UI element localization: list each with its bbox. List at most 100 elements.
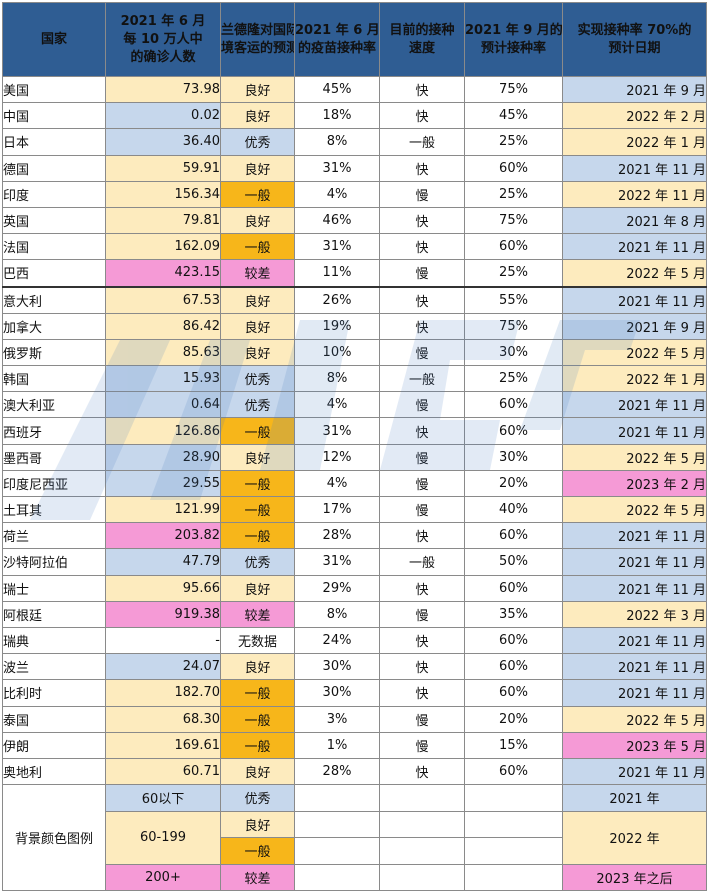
speed-cell: 快 (379, 417, 465, 445)
forecast-cell: 较差 (220, 259, 295, 287)
forecast-cell: 一般 (220, 522, 295, 550)
cases-cell: 73.98 (105, 75, 221, 104)
rate-jun-cell: 45% (294, 75, 380, 104)
speed-cell: 快 (379, 233, 465, 261)
rate-sep-cell: 60% (464, 757, 563, 786)
country-cell: 美国 (2, 75, 106, 104)
date70-cell: 2022 年 1 月 (562, 128, 707, 156)
country-cell: 伊朗 (2, 731, 106, 759)
header-country: 国家 (2, 2, 106, 77)
rate-sep-cell: 60% (464, 154, 563, 182)
cases-cell: 60.71 (105, 757, 221, 786)
cases-cell: 0.64 (105, 391, 221, 419)
rate-jun-cell: 3% (294, 705, 380, 733)
country-cell: 加拿大 (2, 312, 106, 340)
speed-cell: 一般 (379, 548, 465, 576)
rate-jun-cell: 46% (294, 206, 380, 235)
table-row: 印度 156.34 一般 4% 慢 25% 2022 年 11 月 (2, 180, 707, 208)
rate-jun-cell: 4% (294, 391, 380, 419)
table-row: 比利时 182.70 一般 30% 快 60% 2021 年 11 月 (2, 679, 707, 707)
legend-blank (294, 837, 380, 865)
speed-cell: 快 (379, 102, 465, 130)
country-cell: 土耳其 (2, 495, 106, 524)
cases-cell: 15.93 (105, 365, 221, 393)
rate-jun-cell: 4% (294, 180, 380, 208)
date70-cell: 2021 年 11 月 (562, 574, 707, 602)
country-cell: 英国 (2, 206, 106, 235)
table-row: 土耳其 121.99 一般 17% 慢 40% 2022 年 5 月 (2, 495, 707, 524)
cases-cell: 47.79 (105, 548, 221, 576)
table-row: 瑞士 95.66 良好 29% 快 60% 2021 年 11 月 (2, 574, 707, 602)
legend-blank (464, 863, 563, 891)
header-date70: 实现接种率 70%的 预计日期 (562, 2, 707, 77)
rate-jun-cell: 4% (294, 469, 380, 498)
rate-sep-cell: 60% (464, 574, 563, 602)
header-forecast: 兰德隆对国际出境客运的预测 (220, 2, 295, 77)
forecast-cell: 较差 (220, 600, 295, 628)
legend-blank (379, 837, 465, 865)
forecast-cell: 一般 (220, 705, 295, 733)
speed-cell: 一般 (379, 128, 465, 156)
forecast-cell: 优秀 (220, 548, 295, 576)
forecast-cell: 一般 (220, 679, 295, 707)
legend-blank (294, 784, 380, 812)
country-cell: 日本 (2, 128, 106, 156)
table-row: 伊朗 169.61 一般 1% 慢 15% 2023 年 5 月 (2, 731, 707, 759)
rate-jun-cell: 12% (294, 443, 380, 471)
rate-jun-cell: 31% (294, 417, 380, 445)
cases-cell: 169.61 (105, 731, 221, 759)
rate-sep-cell: 45% (464, 102, 563, 130)
date70-cell: 2023 年 5 月 (562, 731, 707, 759)
rate-sep-cell: 25% (464, 128, 563, 156)
rate-jun-cell: 30% (294, 653, 380, 681)
forecast-cell: 一般 (220, 495, 295, 524)
legend-forecast-poor: 较差 (220, 863, 295, 891)
legend-blank (379, 784, 465, 812)
rate-sep-cell: 60% (464, 522, 563, 550)
rate-sep-cell: 30% (464, 443, 563, 471)
date70-cell: 2021 年 11 月 (562, 391, 707, 419)
table-row: 波兰 24.07 良好 30% 快 60% 2021 年 11 月 (2, 653, 707, 681)
cases-cell: 126.86 (105, 417, 221, 445)
country-cell: 中国 (2, 102, 106, 130)
rate-jun-cell: 8% (294, 128, 380, 156)
rate-sep-cell: 25% (464, 365, 563, 393)
legend-row-1: 背景颜色图例 60以下 优秀 2021 年 (2, 784, 707, 891)
table-row: 印度尼西亚 29.55 一般 4% 慢 20% 2023 年 2 月 (2, 469, 707, 498)
header-rate-jun: 2021 年 6 月的疫苗接种率 (294, 2, 380, 77)
speed-cell: 快 (379, 154, 465, 182)
rate-sep-cell: 25% (464, 180, 563, 208)
rate-sep-cell: 30% (464, 338, 563, 367)
speed-cell: 慢 (379, 705, 465, 733)
legend-title: 背景颜色图例 (2, 784, 106, 891)
rate-sep-cell: 75% (464, 312, 563, 340)
forecast-cell: 良好 (220, 75, 295, 104)
date70-cell: 2023 年 2 月 (562, 469, 707, 498)
speed-cell: 慢 (379, 338, 465, 367)
table-row: 俄罗斯 85.63 良好 10% 慢 30% 2022 年 5 月 (2, 338, 707, 367)
forecast-cell: 优秀 (220, 391, 295, 419)
header-rate-sep: 2021 年 9 月的 预计接种率 (464, 2, 563, 77)
date70-cell: 2022 年 5 月 (562, 705, 707, 733)
date70-cell: 2021 年 8 月 (562, 206, 707, 235)
header-cases: 2021 年 6 月每 10 万人中 的确诊人数 (105, 2, 221, 77)
date70-cell: 2021 年 11 月 (562, 285, 707, 314)
speed-cell: 慢 (379, 731, 465, 759)
rate-sep-cell: 75% (464, 206, 563, 235)
speed-cell: 一般 (379, 365, 465, 393)
table-row: 阿根廷 919.38 较差 8% 慢 35% 2022 年 3 月 (2, 600, 707, 628)
date70-cell: 2021 年 11 月 (562, 548, 707, 576)
table-row: 西班牙 126.86 一般 31% 快 60% 2021 年 11 月 (2, 417, 707, 445)
forecast-cell: 良好 (220, 285, 295, 314)
date70-cell: 2021 年 11 月 (562, 626, 707, 655)
rate-jun-cell: 8% (294, 600, 380, 628)
rate-jun-cell: 30% (294, 679, 380, 707)
table-row: 澳大利亚 0.64 优秀 4% 慢 60% 2021 年 11 月 (2, 391, 707, 419)
forecast-cell: 一般 (220, 469, 295, 498)
rate-jun-cell: 31% (294, 548, 380, 576)
country-cell: 印度 (2, 180, 106, 208)
legend-forecast-good: 良好 (220, 810, 295, 839)
legend-blank (464, 810, 563, 839)
legend-blank (379, 810, 465, 839)
